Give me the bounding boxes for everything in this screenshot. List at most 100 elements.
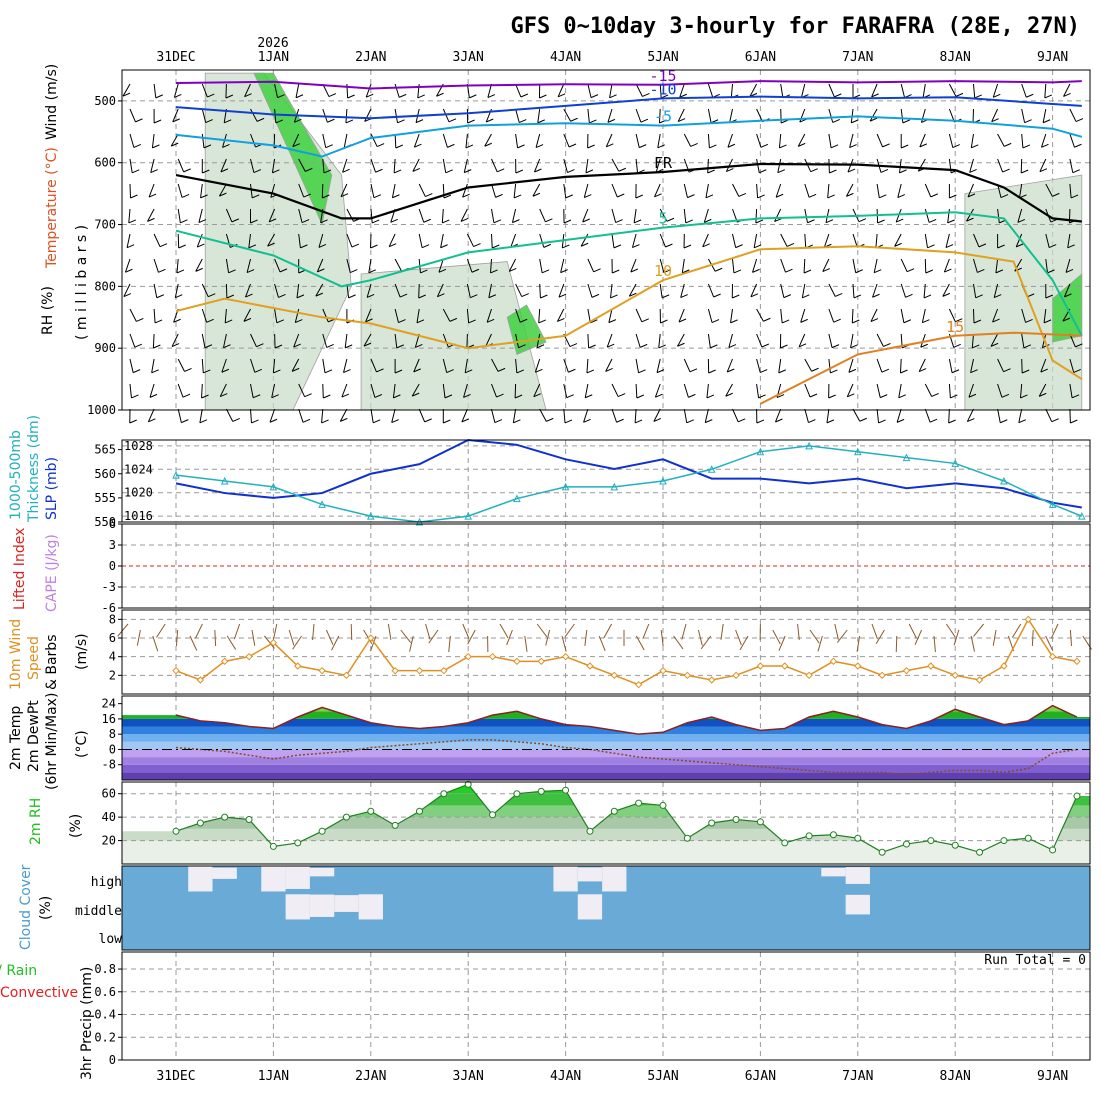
- wind10-barb: [194, 623, 203, 639]
- wind-barb-flag: [1021, 369, 1030, 374]
- wind-barb-flag: [612, 269, 620, 274]
- rh2m-marker: [367, 807, 375, 815]
- wind-barb: [298, 208, 303, 223]
- wind10-barb: [908, 623, 917, 639]
- wind-barb: [170, 133, 179, 147]
- y-tick-label: 0: [109, 742, 116, 756]
- wind-barb-flag: [855, 269, 863, 274]
- wind-barb-flag: [732, 294, 740, 299]
- wind-barb: [442, 133, 448, 148]
- wind-barb: [992, 308, 999, 323]
- wind10-barb: [1050, 623, 1059, 639]
- isotherm-label: 5: [658, 210, 667, 228]
- wind-barb-flag: [147, 217, 155, 222]
- wind10-barb: [462, 623, 470, 639]
- wind-barb-flag: [232, 418, 240, 422]
- wind-barb-flag: [774, 218, 782, 223]
- wind-barb: [563, 383, 568, 398]
- wind-barb: [587, 283, 593, 298]
- wind-barb: [176, 258, 179, 273]
- wind-barb-flag: [882, 143, 890, 148]
- wind-barb: [900, 83, 906, 98]
- wind10-marker: [781, 662, 789, 670]
- wind-barb: [756, 358, 761, 373]
- wind-barb: [707, 308, 713, 323]
- wind-barb: [826, 408, 830, 423]
- wind-barb-flag: [830, 144, 839, 149]
- wind-barb: [851, 308, 854, 324]
- wind-barb-flag: [374, 393, 383, 398]
- wind-barb: [201, 308, 208, 323]
- wind-barb-flag: [244, 93, 252, 98]
- temp-band: [122, 757, 1090, 765]
- wind-barb: [726, 358, 733, 373]
- wind-barb-flag: [952, 144, 960, 149]
- precip-panel: 0 0.2 0.4 0.6 0.8: [94, 951, 1091, 1067]
- wind10-marker: [805, 671, 813, 680]
- wind10-barb: [834, 623, 839, 640]
- wind10m-panel: 2 4 6 8: [109, 609, 1092, 695]
- wind-barb-flag: [493, 219, 502, 224]
- wind-barb-flag: [808, 419, 816, 423]
- rh2m-marker: [586, 827, 594, 835]
- wind-barb: [563, 408, 566, 423]
- wind-barb-flag: [679, 93, 687, 98]
- wind-barb: [804, 383, 811, 398]
- isotherm-label: 10: [654, 262, 672, 280]
- wind-barb: [391, 183, 396, 198]
- wind-barb: [876, 133, 884, 148]
- wind10-label-1: 10m Wind: [8, 619, 24, 690]
- rh2m-marker: [391, 821, 399, 829]
- wind-barb: [442, 333, 449, 348]
- wind10-marker: [902, 666, 911, 675]
- wind-barb-flag: [418, 294, 426, 299]
- wind-barb: [388, 233, 396, 247]
- wind-barb-flag: [269, 418, 278, 423]
- wind-barb: [316, 258, 324, 273]
- wind10-marker: [269, 638, 278, 647]
- wind-barb: [199, 408, 203, 423]
- wind-barb-flag: [135, 118, 143, 123]
- wind-barb-flag: [513, 419, 521, 424]
- wind-barb-flag: [758, 394, 766, 399]
- wind-barb: [997, 158, 1004, 173]
- wind-barb: [605, 358, 613, 372]
- wind-barb: [948, 383, 951, 399]
- cloud-cell-middle: [845, 894, 870, 915]
- bottom-date-7: 7JAN: [842, 1069, 873, 1084]
- wind-barb-flag: [586, 369, 595, 374]
- bottom-date-9: 9JAN: [1037, 1069, 1068, 1084]
- wind-barb-flag: [496, 393, 504, 398]
- wind-barb: [201, 108, 207, 123]
- rh2m-marker: [464, 780, 472, 788]
- wind-barb-flag: [1075, 343, 1083, 348]
- wind-barb: [250, 183, 253, 198]
- wind-barb: [970, 133, 974, 148]
- wind-barb-flag: [494, 419, 503, 424]
- wind-barb: [129, 333, 136, 348]
- wind-barb: [1019, 383, 1023, 398]
- wind-barb-flag: [969, 168, 977, 173]
- wind-barb: [418, 183, 426, 197]
- wind10-marker: [415, 666, 424, 675]
- wind-barb-flag: [366, 93, 374, 98]
- temp2m-line: [175, 704, 1078, 735]
- wind-barb: [412, 158, 420, 172]
- wind-barb-flag: [1024, 119, 1032, 124]
- y-tick-label: 600: [94, 156, 116, 170]
- wind-barb-flag: [1051, 418, 1059, 423]
- wind10-barb: [226, 635, 237, 650]
- rh2m-marker: [854, 834, 862, 842]
- wind-barb-flag: [968, 393, 977, 398]
- wind-barb-flag: [870, 318, 879, 323]
- wind-barb-flag: [520, 93, 529, 98]
- temp2m-label-1: 2m Temp: [8, 706, 24, 770]
- wind-barb: [250, 333, 257, 347]
- wind-barb: [628, 283, 637, 297]
- wind-barb: [707, 83, 714, 98]
- slp-label: SLP (mb): [44, 457, 60, 520]
- wind-barb: [1069, 383, 1073, 398]
- wind-barb-flag: [590, 94, 599, 99]
- wind-barb: [370, 183, 375, 198]
